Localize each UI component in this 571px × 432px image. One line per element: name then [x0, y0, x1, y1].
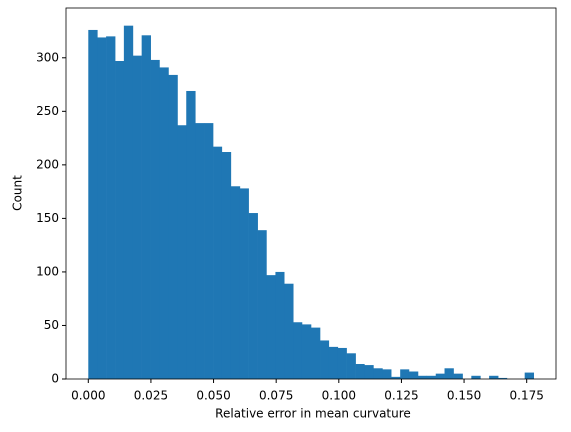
- x-tick-label: 0.150: [447, 389, 481, 403]
- y-tick-label: 250: [36, 104, 59, 118]
- bar: [417, 375, 428, 379]
- x-tick-label: 0.025: [134, 389, 168, 403]
- bar: [239, 188, 249, 379]
- bar: [115, 61, 125, 379]
- bar: [364, 365, 374, 379]
- bar: [88, 29, 98, 380]
- bar: [328, 346, 339, 379]
- bar: [400, 369, 410, 379]
- bar: [337, 347, 347, 379]
- bar: [266, 275, 276, 379]
- bar: [408, 371, 419, 379]
- bar: [230, 186, 241, 379]
- x-tick-label: 0.175: [510, 389, 544, 403]
- bar: [471, 375, 481, 379]
- y-tick-label: 200: [36, 157, 59, 171]
- x-tick-label: 0.050: [196, 389, 230, 403]
- bar: [426, 375, 437, 379]
- bar: [391, 376, 401, 379]
- bar: [248, 213, 258, 379]
- y-tick-label: 300: [36, 50, 59, 64]
- x-tick-label: 0.125: [384, 389, 418, 403]
- bar: [168, 74, 178, 379]
- bar: [150, 59, 160, 380]
- bar: [195, 123, 205, 379]
- bar: [97, 37, 107, 379]
- bar: [159, 67, 169, 379]
- bar: [355, 364, 365, 379]
- bar: [320, 340, 330, 379]
- plot-frame: [65, 7, 557, 380]
- bar: [141, 35, 151, 379]
- bar: [204, 123, 214, 379]
- bar: [373, 368, 383, 379]
- bar: [186, 90, 196, 379]
- x-axis-label: Relative error in mean curvature: [215, 407, 411, 421]
- bar: [382, 369, 392, 379]
- bar: [453, 373, 463, 379]
- bar: [293, 322, 303, 379]
- y-tick-label: 100: [36, 264, 59, 278]
- bar: [435, 373, 445, 379]
- bar: [132, 55, 142, 380]
- y-tick-label: 50: [44, 318, 59, 332]
- bar: [221, 152, 232, 379]
- bar: [275, 271, 285, 379]
- bar: [489, 375, 499, 379]
- y-tick-label: 0: [51, 372, 59, 386]
- x-tick-label: 0.100: [322, 389, 356, 403]
- bar: [177, 125, 187, 379]
- bar: [213, 146, 223, 379]
- bar: [444, 368, 454, 379]
- bar: [301, 324, 312, 379]
- bar: [257, 230, 267, 379]
- bar: [346, 353, 356, 379]
- x-tick-label: 0.075: [259, 389, 293, 403]
- bar: [524, 372, 535, 379]
- bar: [106, 36, 116, 379]
- bar: [498, 377, 508, 379]
- y-axis-label: Count: [11, 175, 25, 211]
- bar: [123, 25, 134, 380]
- y-tick-label: 150: [36, 211, 59, 225]
- bar: [311, 327, 321, 379]
- x-tick-label: 0.000: [71, 389, 105, 403]
- bar: [284, 283, 294, 379]
